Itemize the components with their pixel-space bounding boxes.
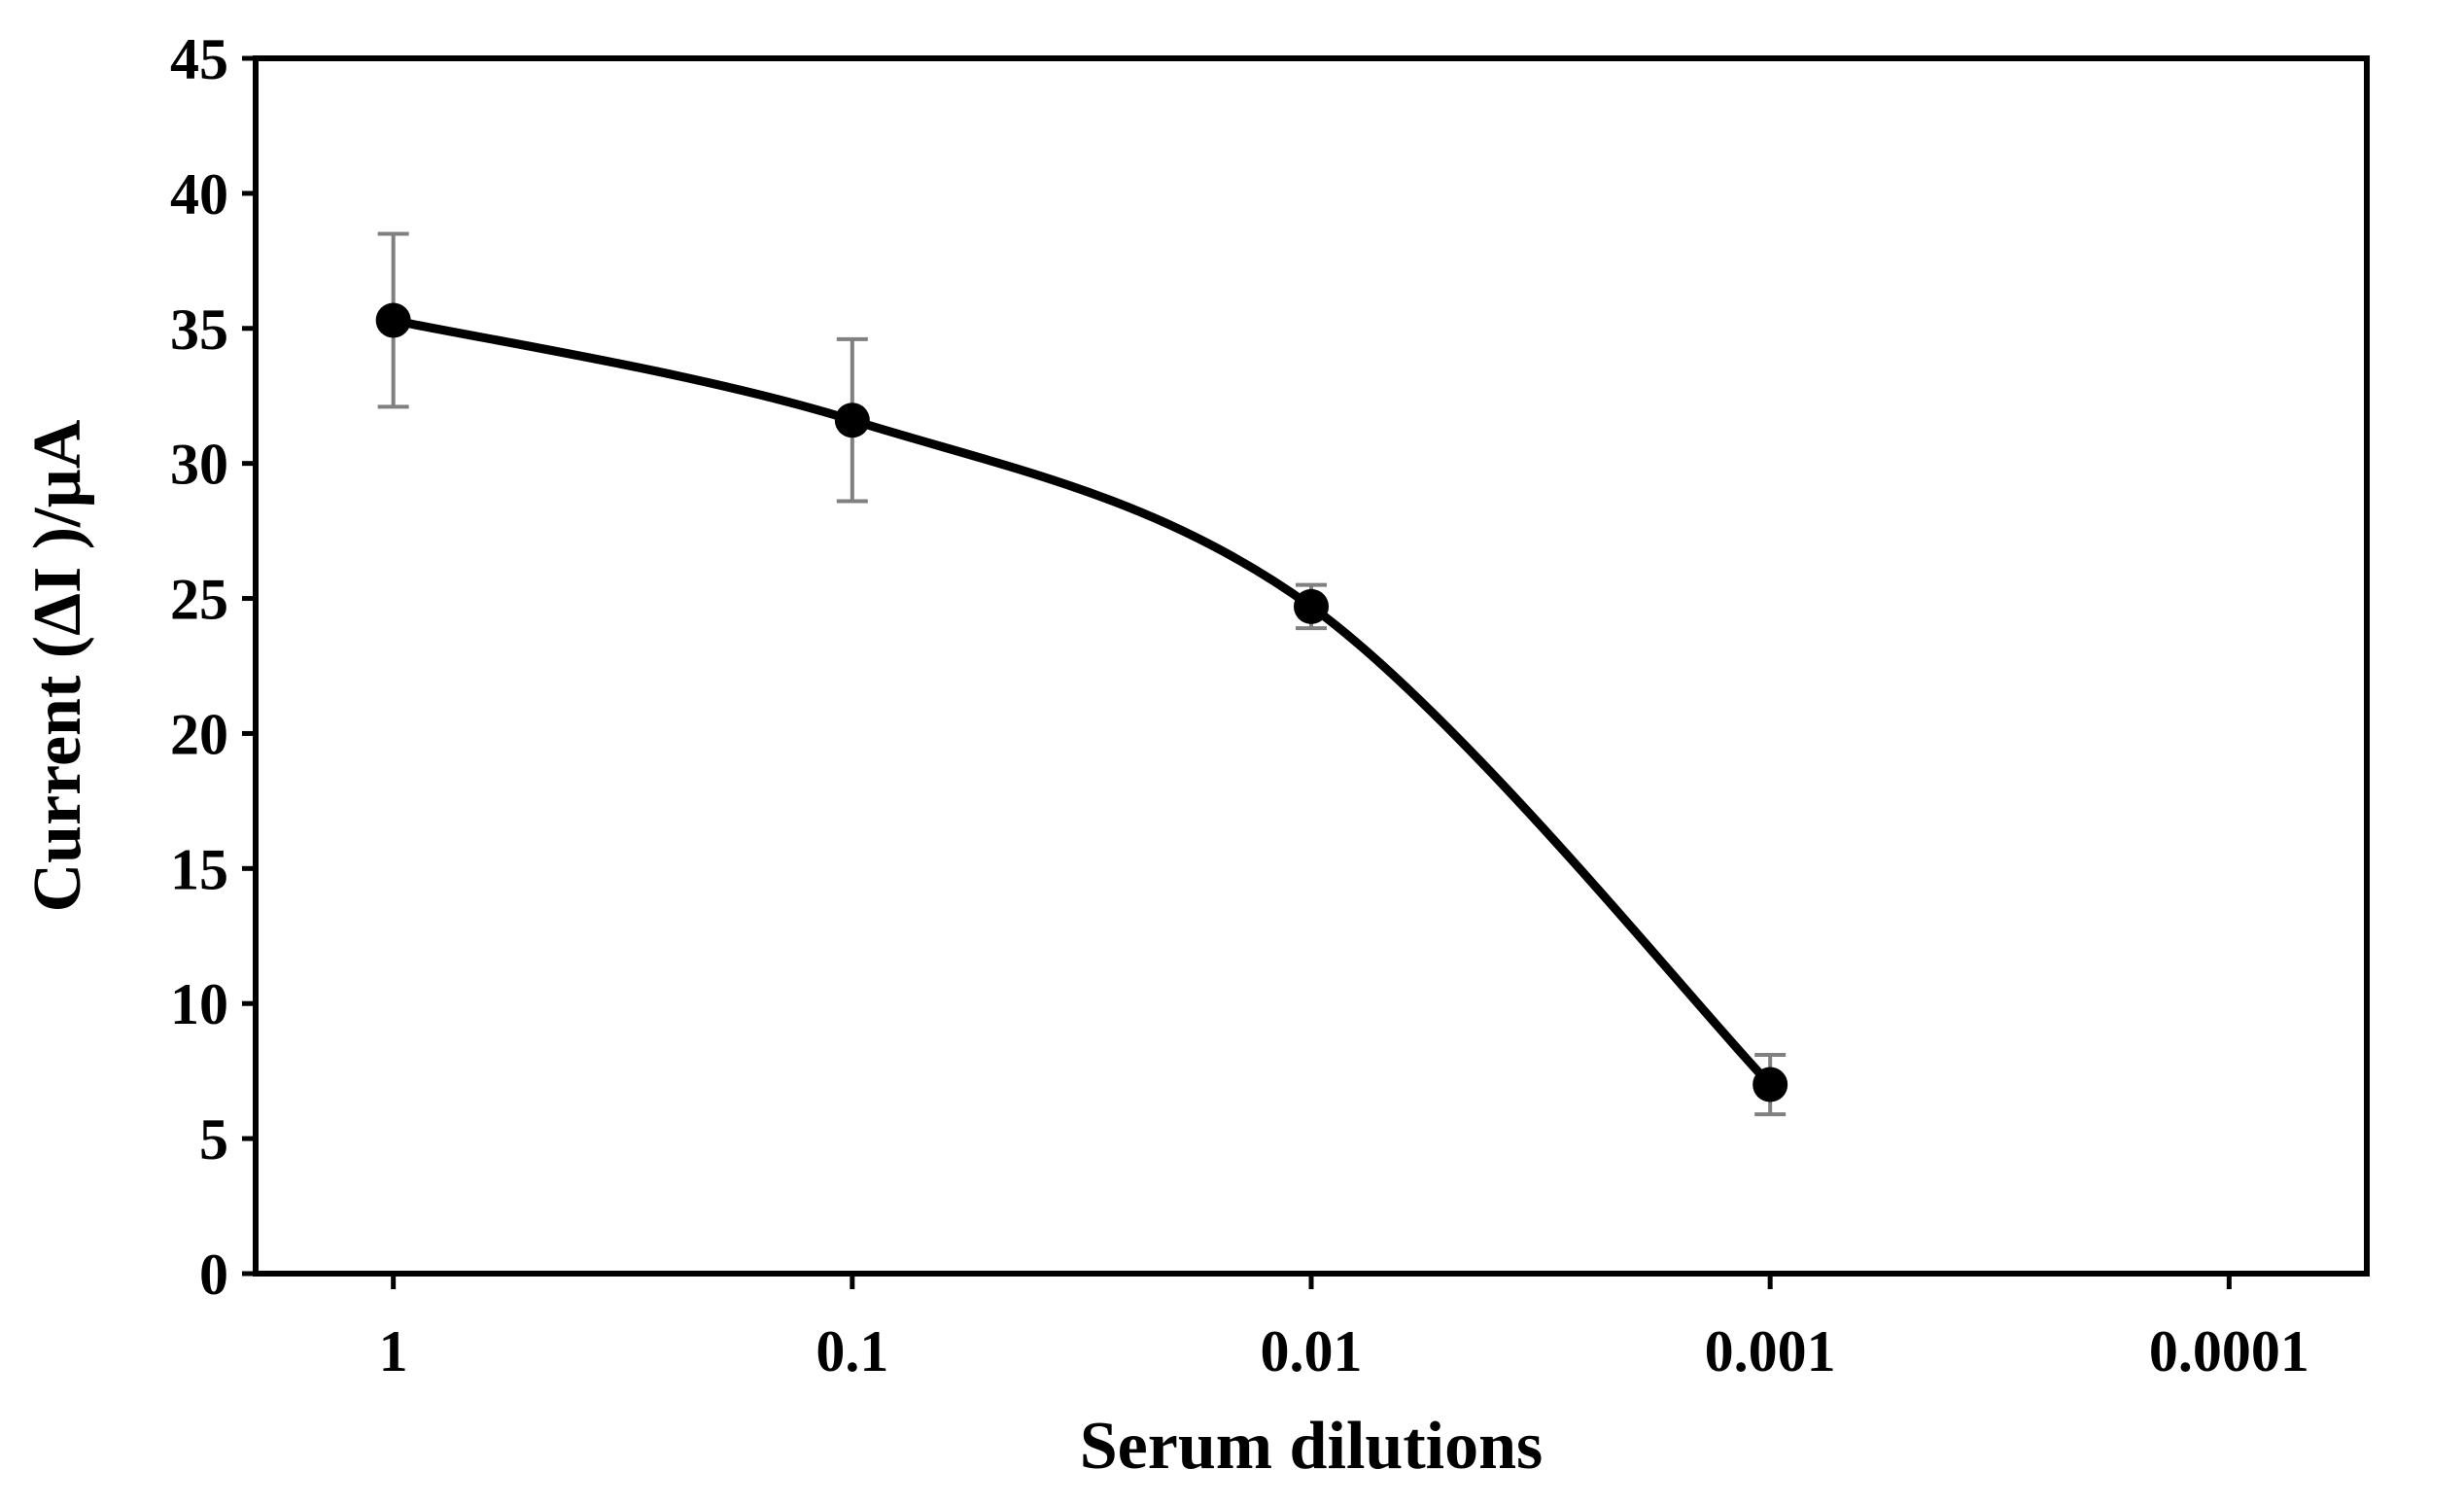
y-tick-label: 10 [170, 972, 228, 1036]
data-point [834, 402, 870, 438]
y-tick-label: 40 [170, 162, 228, 227]
y-tick-label: 20 [170, 702, 228, 766]
data-point [375, 302, 411, 338]
series-line [389, 315, 1775, 1090]
y-tick-label: 30 [170, 433, 228, 497]
x-tick-label: 0.0001 [2149, 1319, 2309, 1383]
error-bars [377, 231, 1787, 1117]
y-tick-label: 0 [199, 1242, 228, 1307]
x-tick-label: 1 [379, 1319, 408, 1383]
y-tick-label: 5 [199, 1107, 228, 1172]
data-point [1753, 1067, 1788, 1102]
data-point [1294, 588, 1329, 624]
plot-area-frame [253, 55, 2370, 1277]
y-tick-label: 25 [170, 568, 228, 632]
x-tick-label: 0.1 [816, 1319, 888, 1383]
x-tick-label: 0.01 [1261, 1319, 1363, 1383]
y-tick-label: 35 [170, 298, 228, 362]
y-tick-label: 45 [170, 27, 228, 91]
y-axis-ticks: 0 5 10 15 20 25 30 35 40 45 [170, 27, 256, 1307]
y-axis-title: Current (ΔI )/µA [20, 419, 95, 912]
x-tick-label: 0.001 [1705, 1319, 1836, 1383]
data-points [375, 302, 1788, 1102]
x-axis-ticks: 1 0.1 0.01 0.001 0.0001 [379, 1274, 2309, 1383]
y-tick-label: 15 [170, 837, 228, 901]
x-axis-title: Serum dilutions [1080, 1409, 1544, 1484]
